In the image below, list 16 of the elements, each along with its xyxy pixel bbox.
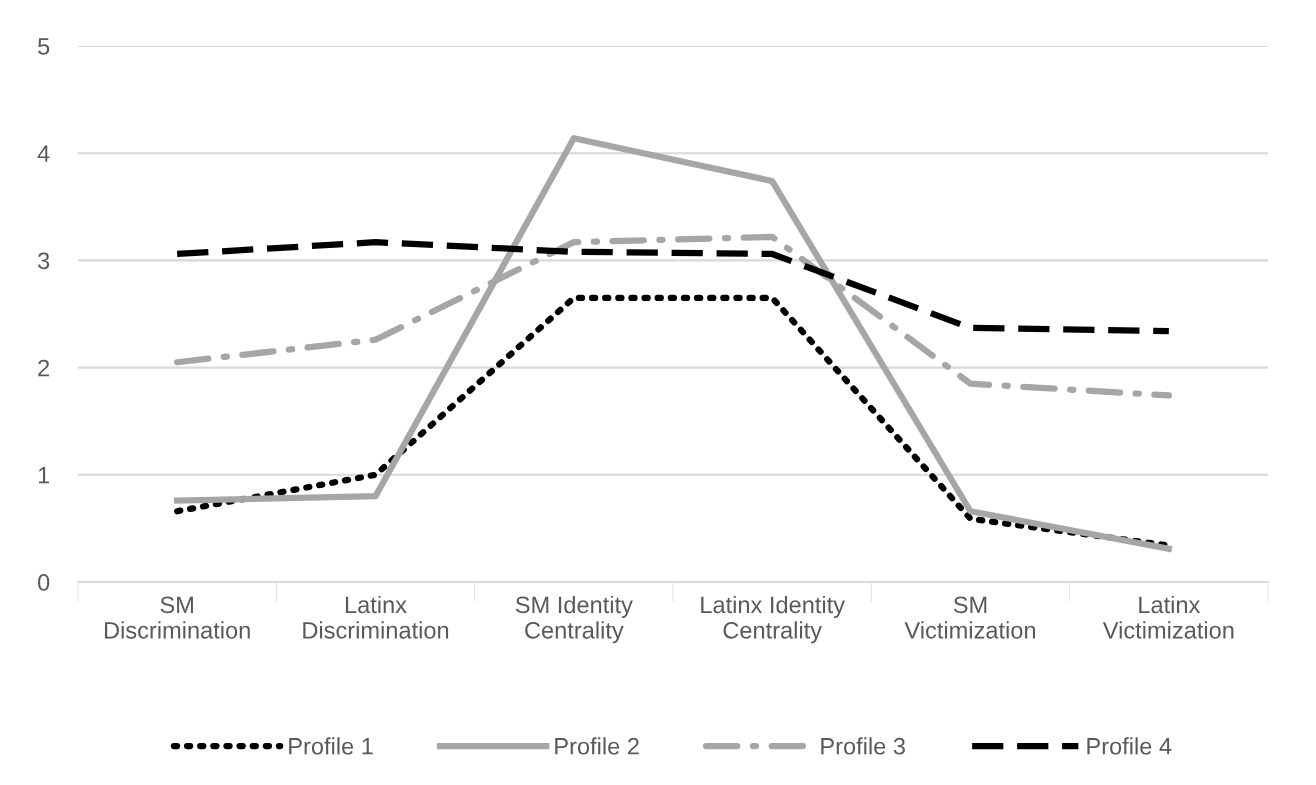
legend-label: Profile 1 [289, 737, 373, 755]
x-tick-label: Latinx Identity Centrality [701, 595, 845, 644]
x-tick-label: Latinx Discrimination [303, 595, 449, 639]
y-tick-label: 3 [37, 252, 50, 270]
legend-label: Profile 4 [1087, 737, 1172, 755]
legend-label: Profile 3 [821, 737, 905, 755]
legend-label: Profile 2 [555, 737, 639, 755]
y-tick-label: 4 [37, 145, 50, 162]
x-tick-label: SM Discrimination [104, 596, 250, 639]
x-tick-label: SM Identity Centrality [515, 595, 633, 644]
x-tick-label: Latinx Victimization [1102, 595, 1234, 639]
x-tick-label: SM Victimization [904, 596, 1036, 639]
y-tick-label: 5 [38, 38, 50, 55]
y-tick-label: 1 [38, 467, 50, 484]
y-tick-label: 0 [38, 574, 50, 591]
y-tick-label: 2 [38, 359, 50, 377]
